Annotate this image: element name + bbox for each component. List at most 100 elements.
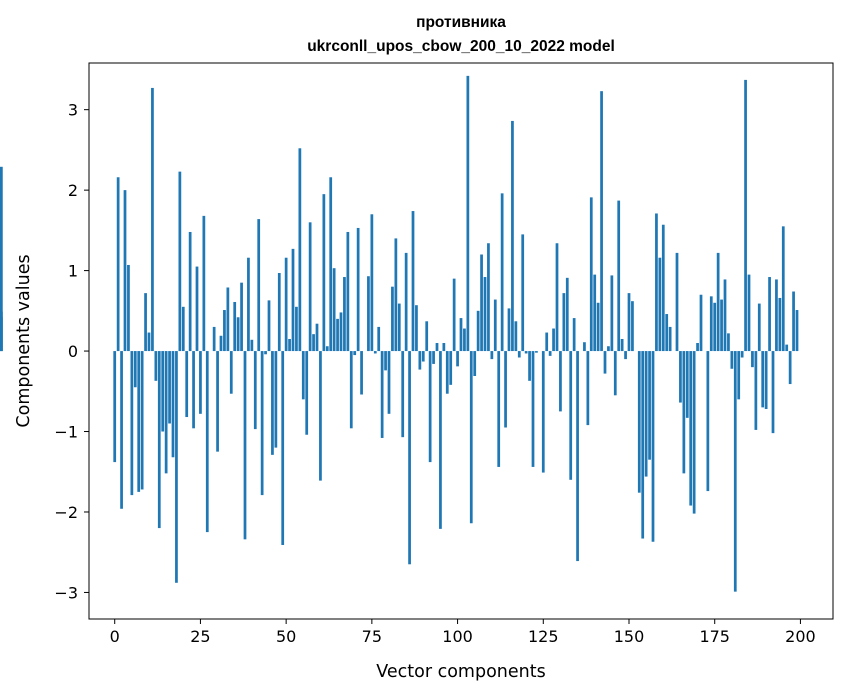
bar-116 (511, 120, 514, 352)
bar-51 (288, 338, 291, 352)
bar-87 (411, 211, 415, 352)
bar-17 (171, 351, 175, 458)
bar-58 (312, 334, 315, 352)
bar-23 (192, 351, 195, 429)
bar-132 (565, 277, 569, 352)
bar-98 (449, 351, 453, 385)
bar-75 (370, 214, 374, 352)
bar-191 (768, 277, 771, 352)
bar-127 (548, 351, 552, 356)
bar-153 (637, 351, 641, 493)
x-tick-label-75: 75 (362, 627, 382, 646)
bar-115 (507, 308, 511, 352)
bar-25 (199, 351, 202, 414)
x-axis-label: Vector components (376, 662, 545, 682)
bar-78 (380, 351, 384, 438)
bar-109 (487, 243, 490, 352)
bar-93 (432, 351, 435, 364)
bar-21 (185, 351, 189, 418)
bar-55 (301, 351, 305, 400)
bar-102 (463, 328, 466, 352)
y-axis-ticks: −3 −2 −1 0 1 2 3 (54, 101, 89, 602)
bar-88 (415, 305, 418, 352)
bar-138 (586, 351, 590, 426)
bar-43 (260, 351, 264, 496)
bar-160 (661, 224, 665, 352)
bar-195 (781, 226, 785, 352)
bar-33 (226, 287, 230, 352)
bar-189 (761, 351, 765, 408)
bar-66 (339, 312, 343, 352)
bar-184 (744, 79, 747, 352)
x-tick-label-25: 25 (190, 627, 210, 646)
bar-133 (569, 351, 573, 480)
bar-131 (562, 293, 566, 352)
bar-180 (730, 351, 734, 369)
bar-186 (751, 351, 754, 368)
bar-122 (531, 351, 535, 467)
bar-77 (377, 326, 381, 352)
bar-99 (452, 278, 456, 352)
bar-94 (435, 343, 439, 352)
bar-188 (757, 303, 761, 352)
bar-49 (281, 351, 285, 545)
bar-97 (445, 351, 449, 394)
y-tick-label--3: −3 (54, 583, 78, 602)
bar-112 (497, 351, 501, 467)
bar-95 (439, 351, 442, 529)
bar-179 (727, 333, 730, 352)
bar-196 (785, 344, 789, 352)
bar-111 (493, 299, 497, 352)
bar-41 (253, 351, 257, 430)
bar-147 (617, 200, 621, 352)
x-tick-label-175: 175 (699, 627, 730, 646)
bar-5 (130, 351, 134, 496)
bar-80 (387, 351, 391, 414)
bar-0 (113, 351, 117, 463)
bar-110 (490, 351, 494, 360)
bar-149 (624, 351, 627, 360)
bar-199 (795, 310, 799, 352)
bar-16 (168, 351, 171, 424)
bar-70 (353, 351, 357, 356)
bar-30 (216, 351, 219, 452)
x-axis-ticks: 0 25 50 75 100 125 150 175 200 (110, 619, 816, 646)
bar-35 (233, 301, 237, 352)
bar-83 (397, 303, 401, 352)
bar-168 (689, 351, 693, 506)
bar-36 (236, 317, 240, 352)
bar-140 (593, 274, 597, 352)
bar-65 (336, 318, 339, 352)
bar-85 (404, 252, 408, 352)
bar-128 (552, 328, 555, 352)
bar-105 (473, 351, 477, 376)
bar-61 (322, 194, 326, 352)
bar-72 (360, 351, 363, 395)
bar-60 (319, 351, 322, 481)
bar-63 (329, 177, 333, 352)
bar-117 (514, 321, 518, 352)
bar-86 (408, 351, 411, 565)
chart-title-line-2: ukrconll_upos_cbow_200_10_2022 model (307, 38, 615, 55)
bar-198 (792, 291, 795, 352)
x-tick-label-200: 200 (785, 627, 816, 646)
bar-64 (332, 268, 336, 352)
bar-56 (305, 351, 309, 435)
bar-187 (754, 351, 758, 430)
bar-120 (524, 351, 528, 354)
bar-171 (699, 294, 703, 352)
bar-1 (116, 177, 120, 352)
bar-79 (384, 351, 387, 371)
x-tick-label-50: 50 (276, 627, 296, 646)
y-tick-label-3: 3 (68, 101, 78, 120)
bar-192 (771, 351, 775, 434)
bar-32 (223, 310, 226, 352)
bar-39 (247, 257, 250, 352)
bar-126 (545, 332, 549, 352)
bar-11 (151, 87, 154, 352)
bar-69 (349, 351, 353, 429)
bar-59 (315, 323, 319, 352)
bar-183 (740, 351, 744, 358)
bar-9 (144, 293, 147, 352)
